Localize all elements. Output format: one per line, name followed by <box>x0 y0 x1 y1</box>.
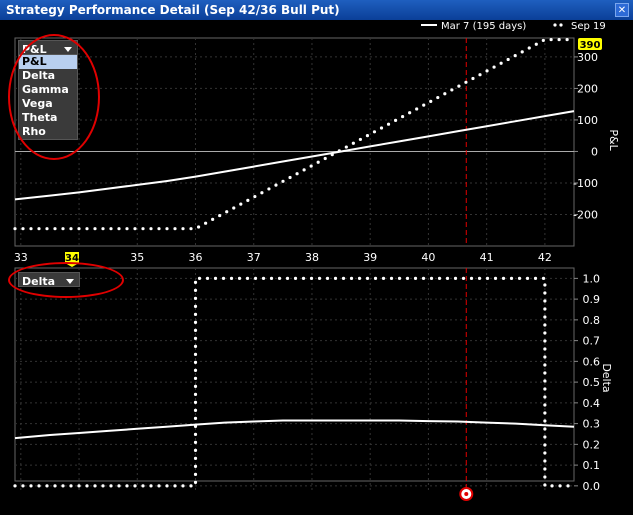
bottom-y-tick-label: 0.8 <box>583 314 601 327</box>
bottom-y-tick-label: 1.0 <box>583 272 601 285</box>
series-line-mar-7-195-days- <box>14 419 575 440</box>
bottom-y-tick-label: 0.3 <box>583 418 601 431</box>
title-bar: Strategy Performance Detail (Sep 42/36 B… <box>0 0 633 20</box>
bottom-y-tick-label: 0.9 <box>583 293 601 306</box>
x-tick-label: 37 <box>247 251 261 264</box>
bottom-panel-frame <box>14 267 575 482</box>
top-grid <box>15 38 574 246</box>
top-y-tick-label: 300 <box>577 51 598 64</box>
legend-dot-2 <box>559 23 563 27</box>
x-tick-label: 33 <box>14 251 28 264</box>
top-y-tick-label: 0 <box>591 145 598 158</box>
bottom-y-axis-title: Delta <box>600 363 613 392</box>
bottom-y-tick-label: 0.5 <box>583 376 601 389</box>
top-y-axis-title: P&L <box>607 129 620 151</box>
pl-marker-value: 390 <box>580 40 601 51</box>
bottom-y-tick-label: 0.2 <box>583 438 601 451</box>
x-tick-label: 39 <box>363 251 377 264</box>
current-price-label: 34 <box>65 253 79 264</box>
close-icon[interactable]: ✕ <box>615 3 629 17</box>
window-title: Strategy Performance Detail (Sep 42/36 B… <box>6 3 340 17</box>
top-y-tick-label: -100 <box>573 177 598 190</box>
bottom-y-ticks: 1.0 0.9 0.8 0.7 0.6 0.5 0.4 0.3 0.2 0.1 0.0 <box>574 272 601 493</box>
annotation-ring-top <box>8 34 100 160</box>
x-tick-label: 41 <box>480 251 494 264</box>
legend-series-a: Mar 7 (195 days) <box>441 21 526 32</box>
top-panel-frame <box>14 37 575 247</box>
series-dotted-sep-19 <box>13 276 576 488</box>
bottom-y-tick-label: 0.1 <box>583 459 601 472</box>
x-tick-label: 38 <box>305 251 319 264</box>
annotation-ring-bottom <box>8 262 124 298</box>
bottom-y-tick-label: 0.7 <box>583 335 601 348</box>
top-series <box>13 37 576 231</box>
x-tick-label: 42 <box>538 251 552 264</box>
strategy-chart[interactable]: Mar 7 (195 days) Sep 19 300 200 100 0 -100 -2… <box>0 20 633 511</box>
bottom-series <box>13 276 576 488</box>
series-dotted-sep-19 <box>13 37 576 231</box>
top-y-tick-label: 100 <box>577 114 598 127</box>
x-ticks: 33 35 36 37 38 39 40 41 42 <box>14 251 552 264</box>
pl-marker-badge <box>578 38 602 50</box>
legend-dot-1 <box>553 23 557 27</box>
x-tick-label: 35 <box>130 251 144 264</box>
x-tick-label: 36 <box>189 251 203 264</box>
bottom-y-tick-label: 0.0 <box>583 480 601 493</box>
x-tick-label: 40 <box>421 251 435 264</box>
top-y-ticks: 300 200 100 0 -100 -200 <box>573 51 598 222</box>
chart-area: Mar 7 (195 days) Sep 19 300 200 100 0 -100 -2… <box>0 20 633 511</box>
bottom-y-tick-label: 0.6 <box>583 355 601 368</box>
cursor-handle-center <box>464 492 469 496</box>
top-y-tick-label: -200 <box>573 208 598 221</box>
top-y-tick-label: 200 <box>577 82 598 95</box>
series-line-mar-7-195-days- <box>14 110 575 201</box>
legend-series-b: Sep 19 <box>571 21 606 32</box>
bottom-grid <box>15 268 574 490</box>
bottom-y-tick-label: 0.4 <box>583 397 601 410</box>
